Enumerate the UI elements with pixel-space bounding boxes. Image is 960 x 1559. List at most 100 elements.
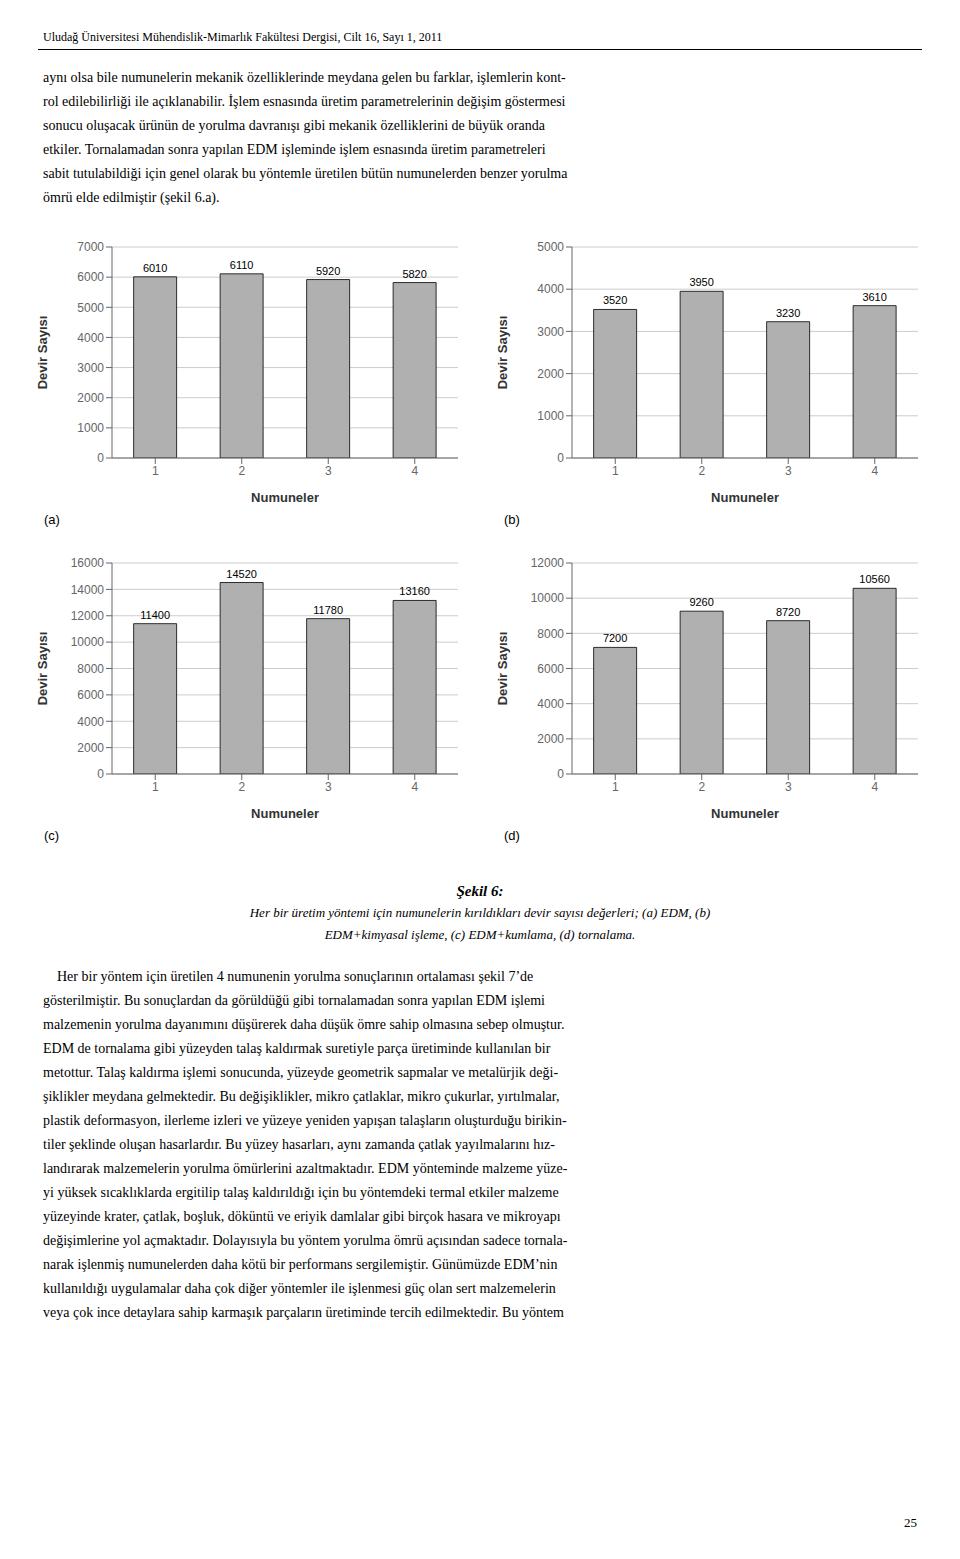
svg-text:5920: 5920 [316, 265, 340, 277]
svg-text:14520: 14520 [226, 568, 257, 580]
svg-text:13160: 13160 [399, 585, 430, 597]
html-text:yüzeyinde krater, çatlak, boşl: yüzeyinde krater, çatlak, boşluk, dökünt… [43, 1209, 561, 1224]
svg-text:2000: 2000 [537, 367, 564, 381]
svg-text:12000: 12000 [71, 609, 105, 623]
html-text:değişimlerine yol açmaktadır.: değişimlerine yol açmaktadır. Dolayısıyl… [43, 1233, 568, 1248]
html-text:metottur. Talaş kaldırma işlem: metottur. Talaş kaldırma işlemi sonucund… [43, 1065, 559, 1080]
svg-text:Numuneler: Numuneler [251, 490, 319, 505]
svg-text:7000: 7000 [77, 240, 104, 254]
svg-text:4000: 4000 [77, 715, 104, 729]
svg-text:9260: 9260 [689, 596, 713, 608]
svg-text:16000: 16000 [71, 556, 105, 570]
html-text:rol edilebilirliği ile açıklan: rol edilebilirliği ile açıklanabilir. İş… [43, 94, 566, 109]
html-text:ömrü elde edilmiştir (şekil 6.: ömrü elde edilmiştir (şekil 6.a). [43, 190, 220, 205]
html-text:(c): (c) [44, 828, 60, 843]
svg-text:0: 0 [97, 451, 104, 465]
html-text:(a): (a) [44, 512, 60, 527]
html-text:Her bir üretim yöntemi için nu: Her bir üretim yöntemi için numunelerin … [249, 905, 711, 920]
svg-text:Devir Sayısı: Devir Sayısı [495, 632, 510, 706]
svg-text:6000: 6000 [537, 662, 564, 676]
svg-text:10560: 10560 [859, 573, 890, 585]
svg-text:11400: 11400 [140, 609, 170, 621]
html-text:25: 25 [904, 1515, 917, 1530]
svg-text:10000: 10000 [71, 635, 105, 649]
html-text:tiler şeklinde oluşan hasarlar: tiler şeklinde oluşan hasarlardır. Bu yü… [43, 1137, 555, 1152]
svg-text:2000: 2000 [537, 732, 564, 746]
svg-text:1000: 1000 [77, 421, 104, 435]
html-text:plastik deformasyon, ilerleme: plastik deformasyon, ilerleme izleri ve … [43, 1113, 567, 1128]
html-text:etkiler. Tornalamadan sonra ya: etkiler. Tornalamadan sonra yapılan EDM … [43, 142, 546, 157]
svg-text:6000: 6000 [77, 270, 104, 284]
svg-text:14000: 14000 [71, 583, 105, 597]
html-text:Uludağ Üniversitesi Mühendisli: Uludağ Üniversitesi Mühendislik-Mimarlık… [43, 30, 443, 44]
html-text:gösterilmiştir. Bu sonuçlardan: gösterilmiştir. Bu sonuçlardan da görüld… [43, 993, 545, 1008]
html-text:aynı olsa bile numunelerin mek: aynı olsa bile numunelerin mekanik özell… [43, 70, 566, 85]
html-text:EDM de tornalama gibi yüzeyden: EDM de tornalama gibi yüzeyden talaş kal… [43, 1041, 551, 1056]
svg-text:Numuneler: Numuneler [711, 490, 779, 505]
svg-text:1: 1 [152, 464, 159, 478]
svg-text:4: 4 [411, 464, 418, 478]
svg-text:11780: 11780 [313, 604, 343, 616]
svg-text:8000: 8000 [77, 662, 104, 676]
svg-text:3: 3 [785, 780, 792, 794]
svg-text:1: 1 [152, 780, 159, 794]
html-text:veya çok ince detaylara sahip: veya çok ince detaylara sahip karmaşık p… [43, 1305, 564, 1320]
svg-text:6010: 6010 [143, 262, 167, 274]
svg-text:Devir Sayısı: Devir Sayısı [35, 316, 50, 390]
svg-text:6110: 6110 [230, 259, 254, 271]
svg-text:6000: 6000 [77, 688, 104, 702]
svg-text:1: 1 [612, 464, 619, 478]
svg-text:10000: 10000 [531, 591, 565, 605]
svg-text:3000: 3000 [77, 361, 104, 375]
svg-text:4: 4 [871, 464, 878, 478]
svg-text:5000: 5000 [537, 240, 564, 254]
html-text:EDM+kimyasal işleme, (c) EDM+k: EDM+kimyasal işleme, (c) EDM+kumlama, (d… [324, 927, 636, 942]
svg-text:Devir Sayısı: Devir Sayısı [495, 316, 510, 390]
svg-text:4: 4 [411, 780, 418, 794]
svg-text:2000: 2000 [77, 741, 104, 755]
svg-text:1: 1 [612, 780, 619, 794]
svg-text:5820: 5820 [402, 268, 426, 280]
svg-text:4000: 4000 [537, 697, 564, 711]
html-text:Her bir yöntem için üretilen 4: Her bir yöntem için üretilen 4 numunenin… [43, 969, 534, 984]
svg-text:3: 3 [325, 780, 332, 794]
svg-text:0: 0 [557, 767, 564, 781]
svg-text:4: 4 [871, 780, 878, 794]
html-text:yi yüksek sıcaklıklarda ergiti: yi yüksek sıcaklıklarda ergitilip talaş … [43, 1185, 559, 1200]
svg-text:2: 2 [698, 780, 705, 794]
svg-text:3610: 3610 [862, 291, 886, 303]
html-text:landırarak malzemelerin yorulm: landırarak malzemelerin yorulma ömürleri… [43, 1161, 568, 1176]
svg-text:2: 2 [698, 464, 705, 478]
svg-text:3: 3 [785, 464, 792, 478]
html-text:malzemenin yorulma dayanımını: malzemenin yorulma dayanımını düşürerek … [43, 1017, 565, 1032]
svg-text:2: 2 [238, 464, 245, 478]
svg-text:3950: 3950 [689, 276, 713, 288]
svg-text:3520: 3520 [603, 294, 627, 306]
html-text:Şekil 6:: Şekil 6: [456, 883, 504, 899]
html-text:(d): (d) [504, 828, 520, 843]
html-text:şiklikler meydana gelmektedir.: şiklikler meydana gelmektedir. Bu değişi… [43, 1089, 560, 1104]
svg-text:4000: 4000 [77, 331, 104, 345]
svg-text:2000: 2000 [77, 391, 104, 405]
svg-text:Numuneler: Numuneler [711, 806, 779, 821]
html-text:(b): (b) [504, 512, 520, 527]
svg-text:3230: 3230 [776, 307, 800, 319]
svg-text:Devir Sayısı: Devir Sayısı [35, 632, 50, 706]
svg-text:7200: 7200 [603, 632, 627, 644]
html-text:sabit tutulabildiği için genel: sabit tutulabildiği için genel olarak bu… [43, 166, 568, 181]
svg-text:Numuneler: Numuneler [251, 806, 319, 821]
svg-text:8000: 8000 [537, 627, 564, 641]
svg-text:0: 0 [97, 767, 104, 781]
svg-text:1000: 1000 [537, 409, 564, 423]
svg-text:0: 0 [557, 451, 564, 465]
svg-text:3: 3 [325, 464, 332, 478]
svg-text:2: 2 [238, 780, 245, 794]
html-text:sonucu oluşacak ürünün de yoru: sonucu oluşacak ürünün de yorulma davran… [43, 118, 545, 133]
svg-text:5000: 5000 [77, 301, 104, 315]
html-text:kullanıldığı uygulamalar daha: kullanıldığı uygulamalar daha çok diğer … [43, 1281, 556, 1296]
svg-text:4000: 4000 [537, 282, 564, 296]
svg-text:3000: 3000 [537, 325, 564, 339]
html-text:narak işlenmiş numunelerden da: narak işlenmiş numunelerden daha kötü bi… [43, 1257, 558, 1272]
svg-text:8720: 8720 [776, 606, 800, 618]
svg-text:12000: 12000 [531, 556, 565, 570]
